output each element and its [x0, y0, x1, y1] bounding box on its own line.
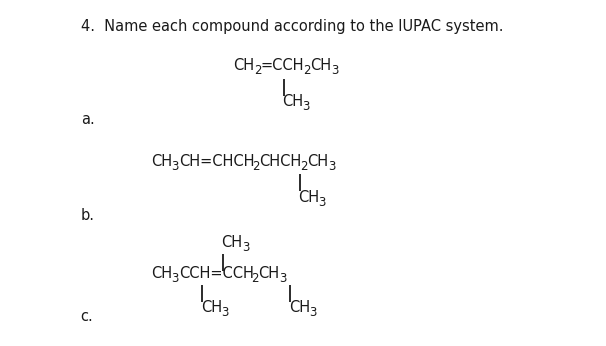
Text: 3: 3	[328, 160, 335, 173]
Text: a.: a.	[81, 112, 95, 127]
Text: 2: 2	[252, 160, 259, 173]
Text: 3: 3	[310, 306, 317, 319]
Text: 4.  Name each compound according to the IUPAC system.: 4. Name each compound according to the I…	[81, 19, 503, 34]
Text: 3: 3	[331, 64, 338, 77]
Text: CH: CH	[201, 300, 222, 315]
Text: 3: 3	[279, 272, 286, 285]
Text: CH: CH	[151, 266, 172, 281]
Text: CH: CH	[307, 154, 328, 169]
Text: 2: 2	[300, 160, 307, 173]
Text: CCH=CCH: CCH=CCH	[179, 266, 253, 281]
Text: CH: CH	[310, 58, 331, 73]
Text: 3: 3	[302, 100, 310, 113]
Text: 3: 3	[318, 196, 325, 209]
Text: CH: CH	[222, 235, 242, 250]
Text: CH: CH	[289, 300, 310, 315]
Text: 3: 3	[171, 160, 179, 173]
Text: 3: 3	[171, 272, 179, 285]
Text: b.: b.	[81, 208, 95, 224]
Text: CHCH: CHCH	[259, 154, 301, 169]
Text: CH=CHCH: CH=CHCH	[179, 154, 254, 169]
Text: 2: 2	[254, 64, 261, 77]
Text: CH: CH	[151, 154, 172, 169]
Text: CH: CH	[233, 58, 255, 73]
Text: 2: 2	[251, 272, 259, 285]
Text: 3: 3	[242, 241, 249, 254]
Text: =CCH: =CCH	[261, 58, 304, 73]
Text: 3: 3	[221, 306, 229, 319]
Text: CH: CH	[298, 190, 319, 205]
Text: c.: c.	[81, 309, 93, 324]
Text: 2: 2	[303, 64, 311, 77]
Text: CH: CH	[259, 266, 279, 281]
Text: CH: CH	[282, 94, 303, 109]
